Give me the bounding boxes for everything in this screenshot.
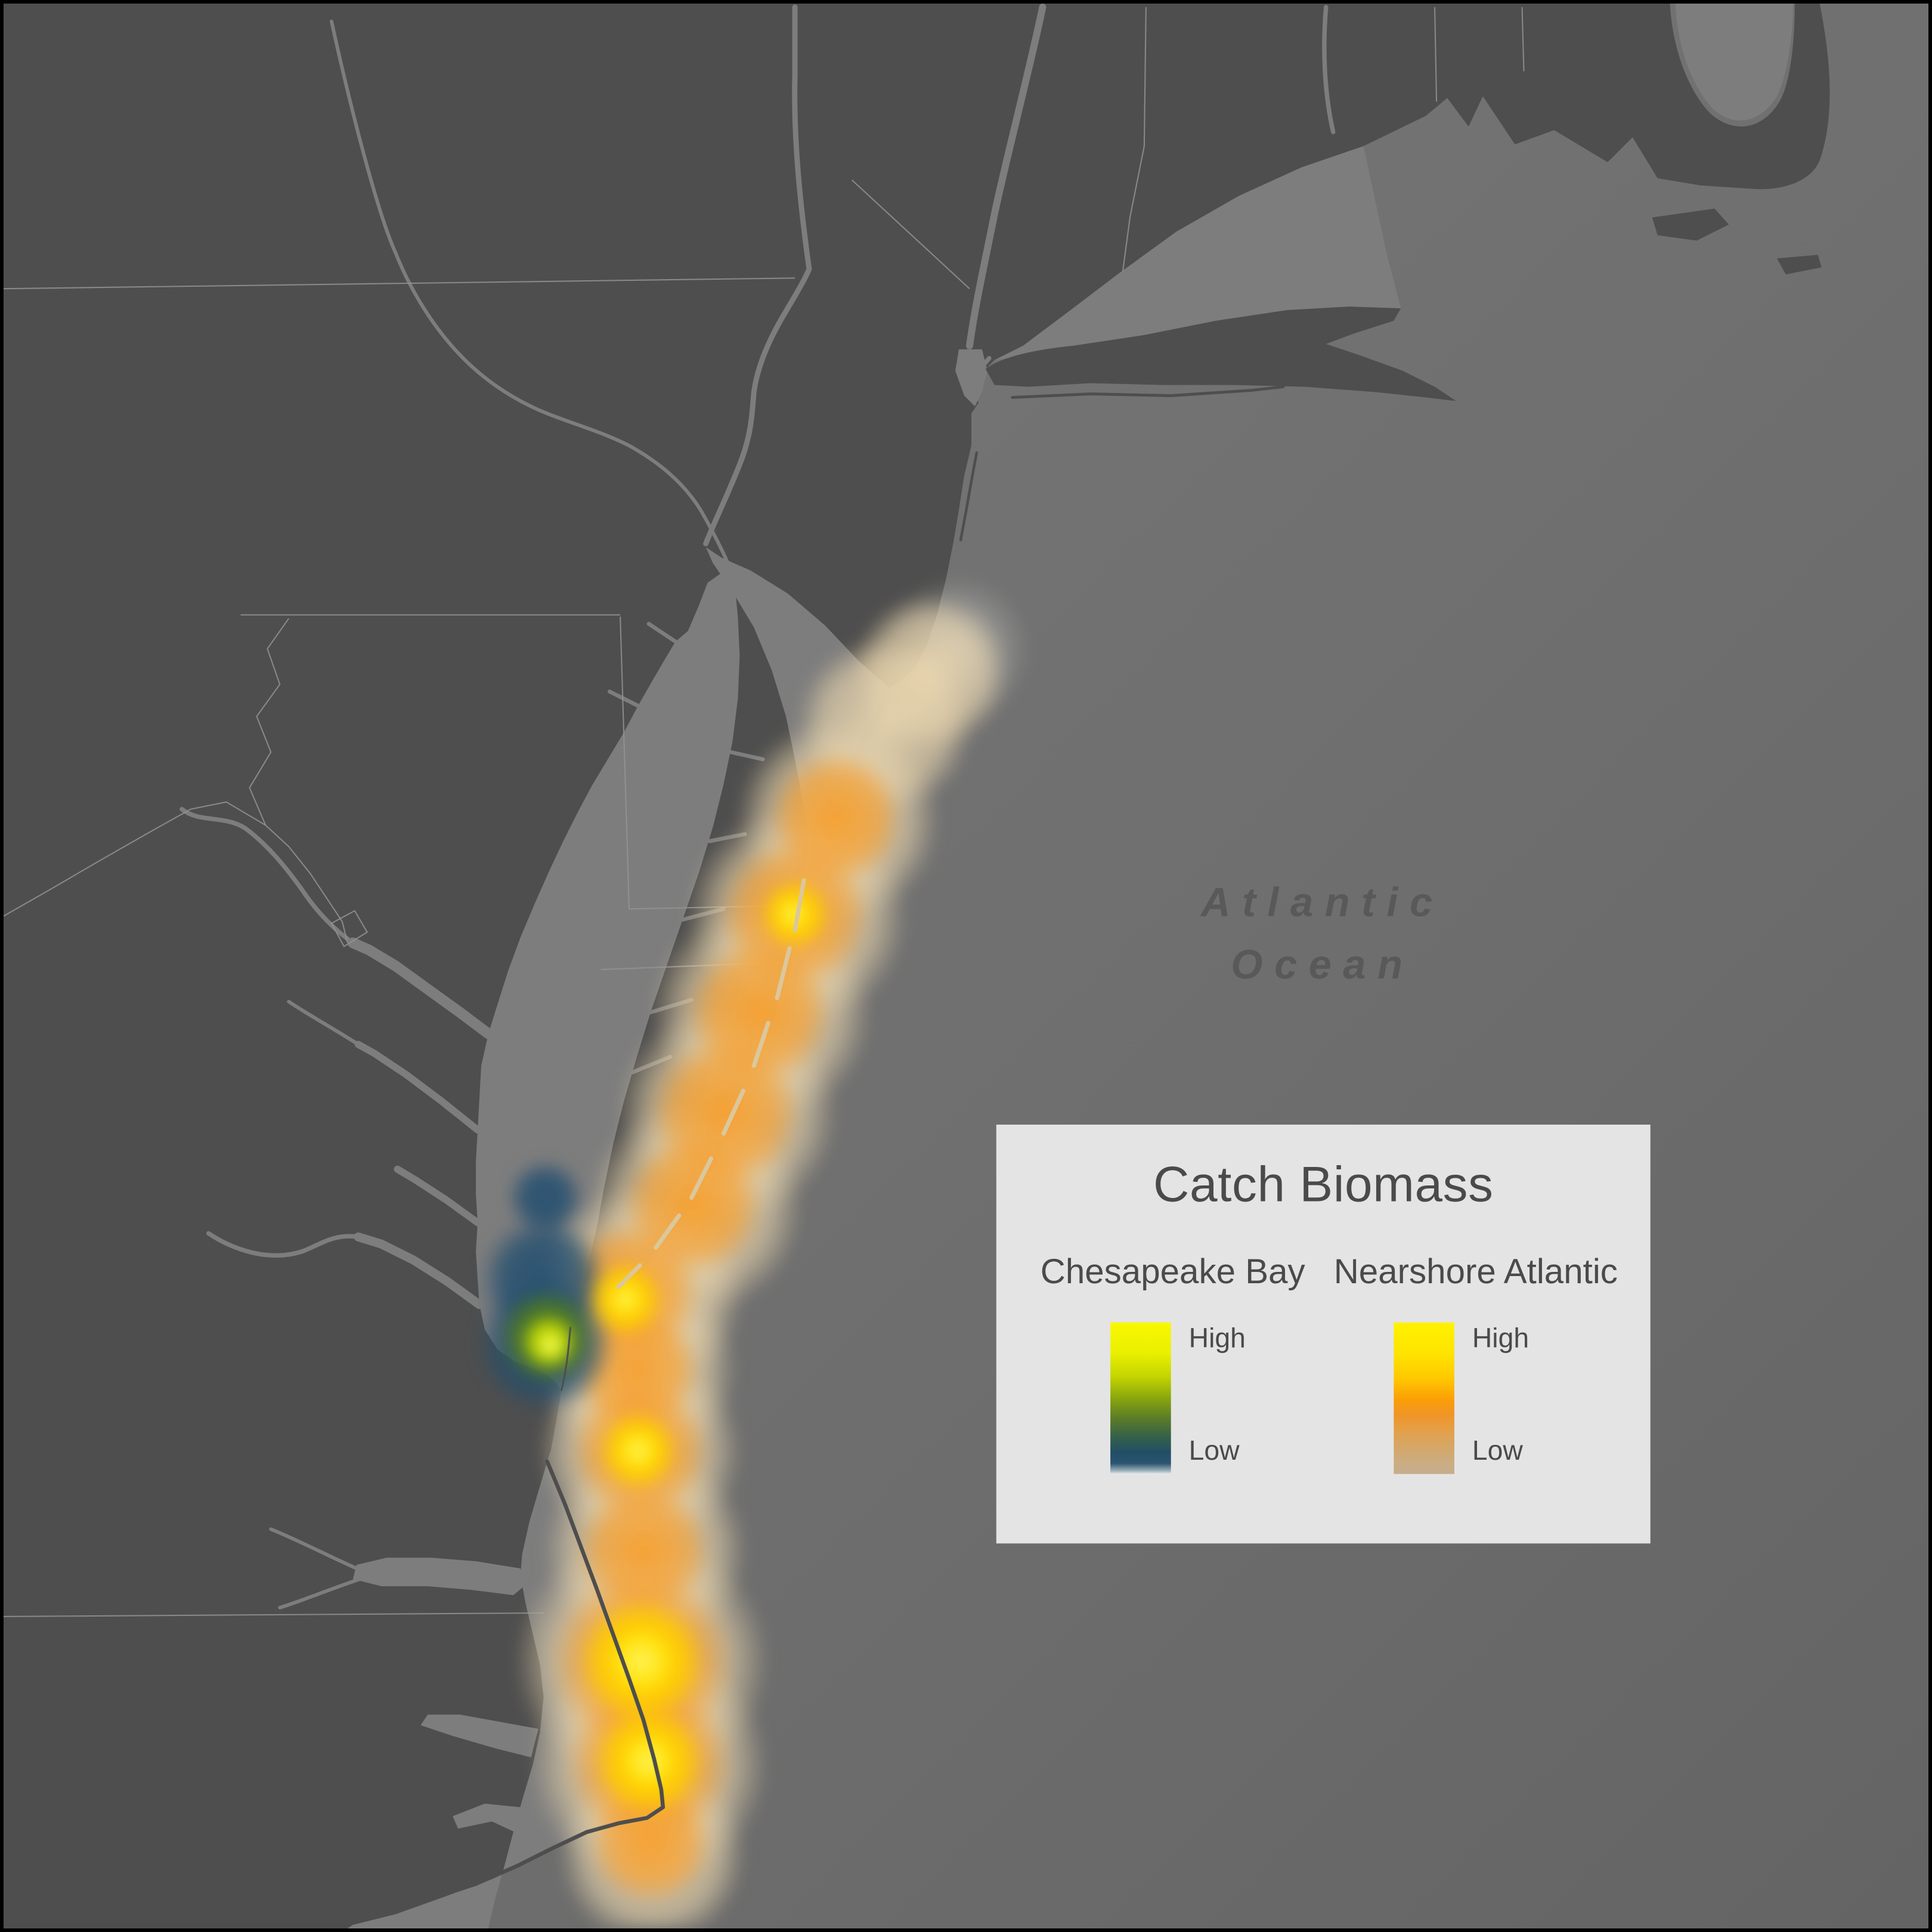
legend-colorbar-chesapeake: [1110, 1322, 1171, 1474]
chesapeake-bay-bridge-tunnel: [561, 1327, 571, 1391]
overlay-svg: [323, 878, 806, 1929]
ocean-label-line2: Ocean: [1231, 941, 1414, 987]
sand-island-6: [654, 1213, 682, 1250]
sand-island-4: [721, 1088, 745, 1136]
sand-island-5: [689, 1156, 714, 1200]
ocean-label-line1: Atlantic: [1201, 878, 1444, 925]
sand-island-1: [792, 878, 806, 933]
legend-group-nearshore-name: Nearshore Atlantic: [1333, 1253, 1618, 1292]
legend-low-label-nearshore: Low: [1472, 1436, 1523, 1467]
legend-group-chesapeake-name: Chesapeake Bay: [1040, 1253, 1305, 1292]
legend-title: Catch Biomass: [1153, 1156, 1494, 1212]
legend-high-label-chesapeake: High: [1188, 1324, 1246, 1355]
sand-island-2: [775, 946, 792, 1001]
legend-low-label-chesapeake: Low: [1188, 1436, 1240, 1467]
delmarva-seaside-islands: [616, 878, 806, 1289]
map-canvas: Atlantic Ocean Catch Biomass Chesapeake …: [4, 4, 1929, 1929]
outer-banks-barrier-islands: [323, 1459, 665, 1929]
legend-colorbar-nearshore: [1394, 1322, 1454, 1474]
ocean-name-label: Atlantic Ocean: [1100, 872, 1545, 996]
legend-panel: Catch Biomass Chesapeake Bay Nearshore A…: [996, 1125, 1651, 1544]
sand-island-7: [616, 1263, 642, 1289]
sand-island-3: [751, 1021, 770, 1068]
legend-high-label-nearshore: High: [1472, 1324, 1530, 1355]
